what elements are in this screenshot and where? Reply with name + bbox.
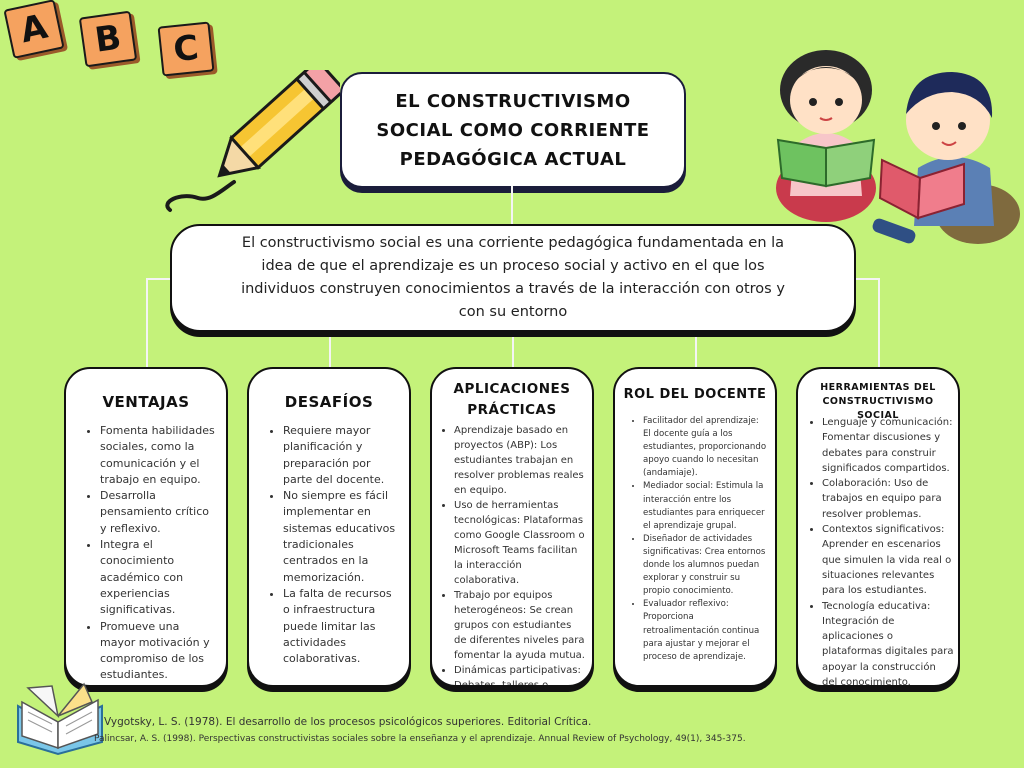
list-item: Tecnología educativa: Integración de apl… <box>822 599 954 685</box>
list-item: Fomenta habilidades sociales, como la co… <box>100 423 218 488</box>
connector-rol <box>695 330 697 367</box>
card-list: Fomenta habilidades sociales, como la co… <box>82 423 218 684</box>
list-item: Lenguaje y comunicación: Fomentar discus… <box>822 415 954 476</box>
card-list: Lenguaje y comunicación: Fomentar discus… <box>804 415 954 685</box>
intro-text: El constructivismo social es una corrien… <box>241 235 785 320</box>
page-title: EL CONSTRUCTIVISMO SOCIAL COMO CORRIENTE… <box>376 90 650 170</box>
card-title: HERRAMIENTAS DEL CONSTRUCTIVISMO SOCIAL <box>820 382 936 421</box>
reference-item: Vygotsky, L. S. (1978). El desarrollo de… <box>104 716 592 728</box>
card-list: Facilitador del aprendizaje: El docente … <box>625 415 767 664</box>
letter-block-b: B <box>78 10 138 68</box>
card-ventajas: VENTAJAS Fomenta habilidades sociales, c… <box>64 367 228 687</box>
connector-herramientas <box>878 278 880 367</box>
letter-block-c: C <box>157 21 215 77</box>
connector-title-intro <box>511 186 513 224</box>
pencil-icon <box>165 70 340 212</box>
list-item: Mediador social: Estimula la interacción… <box>643 480 767 532</box>
list-item: Desarrolla pensamiento crítico y reflexi… <box>100 488 218 537</box>
connector-ventajas <box>146 278 148 367</box>
list-item: No siempre es fácil implementar en siste… <box>283 488 401 586</box>
list-item: Promueve una mayor motivación y compromi… <box>100 619 218 684</box>
card-list: Aprendizaje basado en proyectos (ABP): L… <box>436 423 586 685</box>
card-herramientas: HERRAMIENTAS DEL CONSTRUCTIVISMO SOCIAL … <box>796 367 960 687</box>
card-desafios: DESAFÍOS Requiere mayor planificación y … <box>247 367 411 687</box>
title-box: EL CONSTRUCTIVISMO SOCIAL COMO CORRIENTE… <box>340 72 686 188</box>
card-aplicaciones: APLICACIONES PRÁCTICAS Aprendizaje basad… <box>430 367 594 687</box>
connector-aplicaciones <box>512 330 514 367</box>
card-list: Requiere mayor planificación y preparaci… <box>265 423 401 667</box>
list-item: Contextos significativos: Aprender en es… <box>822 522 954 598</box>
children-reading-illustration <box>776 50 1020 244</box>
list-item: Uso de herramientas tecnológicas: Plataf… <box>454 498 586 588</box>
list-item: Evaluador reflexivo: Proporciona retroal… <box>643 598 767 663</box>
card-title: APLICACIONES PRÁCTICAS <box>453 381 571 418</box>
list-item: Requiere mayor planificación y preparaci… <box>283 423 401 488</box>
list-item: Trabajo por equipos heterogéneos: Se cre… <box>454 588 586 663</box>
card-title: ROL DEL DOCENTE <box>623 387 767 402</box>
connector-desafios <box>329 330 331 367</box>
intro-box: El constructivismo social es una corrien… <box>170 224 856 332</box>
reference-item: Palincsar, A. S. (1998). Perspectivas co… <box>94 734 746 744</box>
card-title: VENTAJAS <box>102 393 190 411</box>
card-title: DESAFÍOS <box>284 393 374 411</box>
list-item: Diseñador de actividades significativas:… <box>643 533 767 598</box>
open-book-icon <box>17 682 103 756</box>
references: Vygotsky, L. S. (1978). El desarrollo de… <box>94 716 746 744</box>
list-item: Integra el conocimiento académico con ex… <box>100 537 218 618</box>
list-item: Aprendizaje basado en proyectos (ABP): L… <box>454 423 586 498</box>
list-item: Colaboración: Uso de trabajos en equipo … <box>822 476 954 522</box>
list-item: La falta de recursos o infraestructura p… <box>283 586 401 667</box>
letter-block-a: A <box>3 0 65 59</box>
card-rol-docente: ROL DEL DOCENTE Facilitador del aprendiz… <box>613 367 777 687</box>
list-item: Facilitador del aprendizaje: El docente … <box>643 415 767 480</box>
list-item: Dinámicas participativas: Debates, talle… <box>454 663 586 685</box>
